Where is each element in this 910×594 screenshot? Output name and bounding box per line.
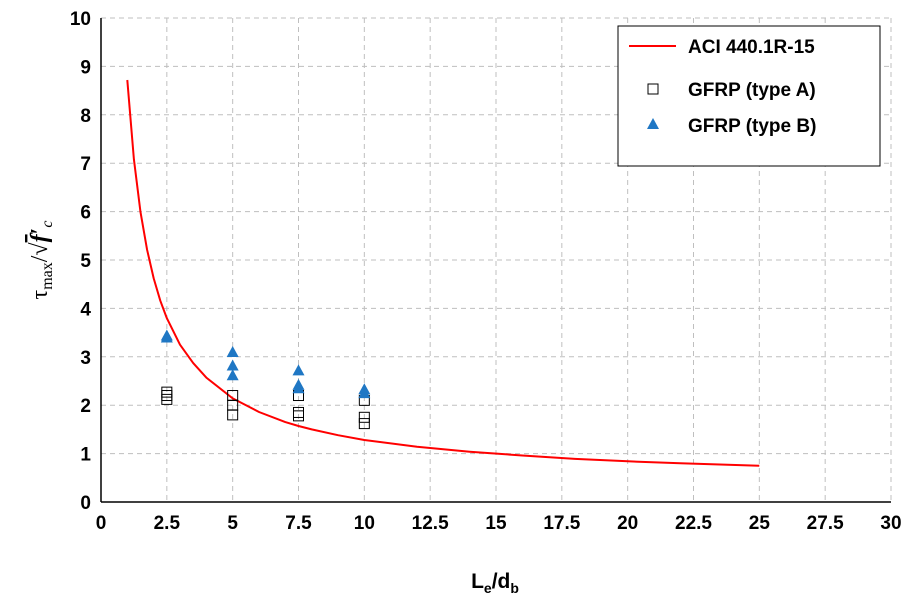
y-tick-label: 9	[80, 57, 91, 78]
y-tick-label: 10	[70, 9, 91, 30]
point-type-b	[292, 364, 305, 376]
legend-label-aci: ACI 440.1R-15	[688, 37, 815, 58]
x-tick-label: 30	[880, 513, 901, 534]
point-type-b	[226, 369, 239, 381]
x-tick-label: 25	[749, 513, 771, 534]
series-line-aci	[126, 79, 760, 467]
legend: ACI 440.1R-15 GFRP (type A) GFRP (type B…	[617, 25, 881, 167]
legend-swatch-type-b	[647, 118, 659, 129]
point-type-b	[226, 359, 239, 371]
y-tick-label: 5	[80, 251, 91, 272]
x-tick-label: 2.5	[154, 513, 181, 534]
legend-box	[617, 25, 881, 167]
plot-area	[100, 18, 891, 503]
x-tick-label: 15	[485, 513, 507, 534]
point-type-b	[160, 329, 173, 341]
point-type-a	[293, 406, 304, 418]
y-tick-label: 6	[80, 203, 91, 224]
legend-label-type-b: GFRP (type B)	[688, 116, 816, 137]
x-tick-label: 17.5	[543, 513, 580, 534]
y-tick-label: 3	[80, 348, 91, 369]
point-type-b	[292, 378, 305, 390]
legend-swatch-type-a	[647, 83, 659, 95]
y-tick-label: 0	[80, 493, 91, 514]
y-tick-label: 1	[80, 445, 91, 466]
legend-label-type-a: GFRP (type A)	[688, 80, 816, 101]
y-tick-label: 2	[80, 396, 91, 417]
point-type-a	[161, 386, 173, 398]
x-tick-label: 5	[227, 513, 238, 534]
point-type-b	[358, 383, 371, 395]
x-tick-label: 0	[96, 513, 107, 534]
y-axis-label: τmax/√f′c	[27, 221, 56, 300]
y-tick-label: 8	[80, 106, 91, 127]
x-tick-label: 10	[354, 513, 375, 534]
x-tick-label: 12.5	[412, 513, 449, 534]
point-type-a	[358, 411, 370, 423]
y-tick-label: 4	[80, 299, 91, 320]
point-type-b	[226, 345, 239, 357]
x-tick-label: 20	[617, 513, 638, 534]
y-tick-label: 7	[80, 154, 91, 175]
x-tick-label: 22.5	[675, 513, 712, 534]
point-type-a	[358, 418, 370, 430]
tick-labels: 0 2.5 5 7.5 10 12.5 15 17.5 20 22.5 25 27.5 30 0 1 2 3 4 5…	[70, 9, 902, 534]
point-type-a	[227, 390, 239, 402]
x-tick-label: 27.5	[807, 513, 844, 534]
x-tick-label: 7.5	[285, 513, 312, 534]
x-axis-label: Le/db	[471, 570, 519, 594]
